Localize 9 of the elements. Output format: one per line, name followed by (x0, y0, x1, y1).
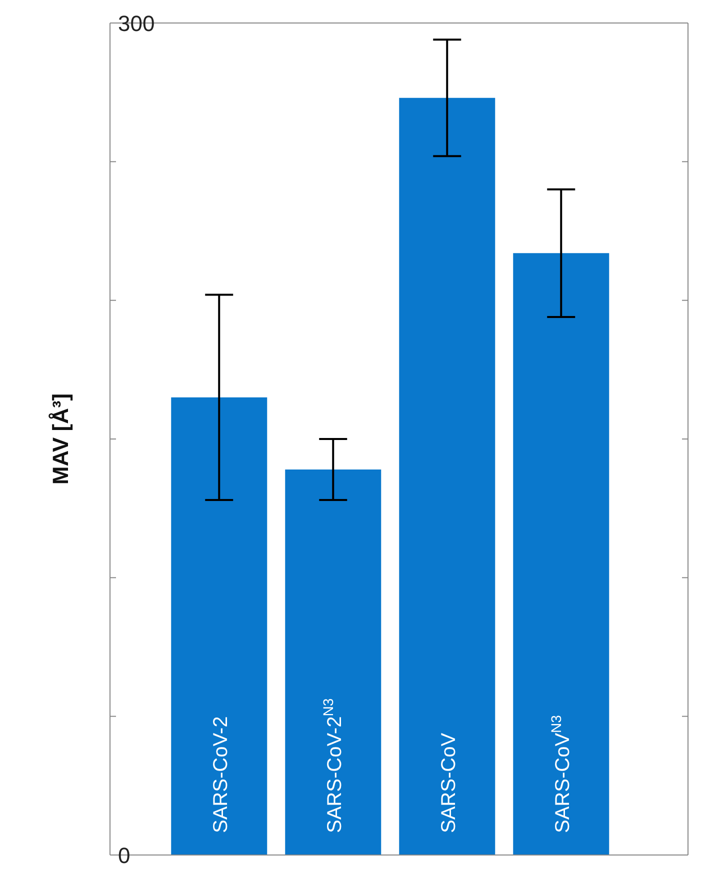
x-tick-label: SARS-CoV (438, 732, 460, 833)
bar (399, 98, 496, 855)
y-tick-label: 0 (118, 842, 130, 868)
y-axis-title: MAV [Å³] (48, 393, 73, 485)
bar (171, 397, 268, 855)
bar (513, 253, 610, 855)
x-tick-label: SARS-CoV-2 (210, 716, 232, 833)
y-tick-label: 300 (118, 10, 155, 36)
bar (285, 470, 382, 855)
